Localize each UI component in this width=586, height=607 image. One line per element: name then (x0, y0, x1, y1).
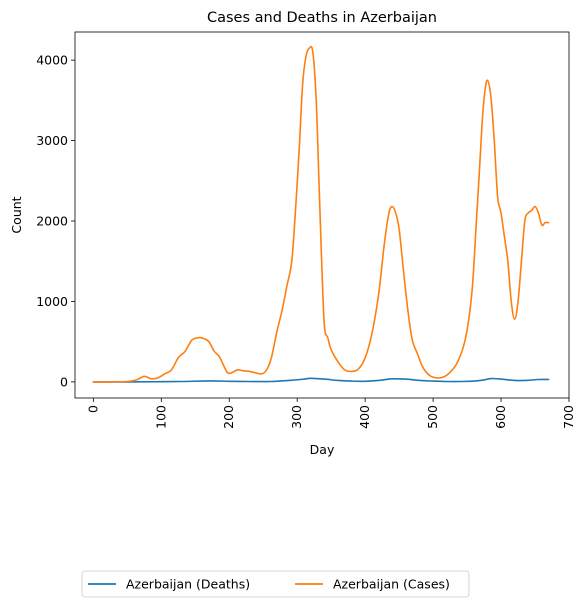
y-tick-label: 1000 (36, 294, 68, 309)
legend-label: Azerbaijan (Deaths) (126, 577, 250, 592)
series-line-deaths (92, 377, 550, 383)
legend: Azerbaijan (Deaths) Azerbaijan (Cases) (81, 570, 470, 598)
y-axis-label: Count (9, 196, 24, 233)
y-tick-label: 4000 (36, 53, 68, 68)
x-tick-label: 200 (221, 405, 236, 429)
chart-title: Cases and Deaths in Azerbaijan (207, 10, 437, 26)
series-line-cases (92, 45, 550, 383)
x-tick-label: 100 (153, 405, 168, 429)
x-tick-label: 0 (85, 405, 100, 413)
y-tick-label: 2000 (36, 214, 68, 229)
x-tick-label: 700 (561, 405, 576, 429)
legend-label: Azerbaijan (Cases) (333, 577, 450, 592)
legend-box (81, 570, 470, 598)
y-tick-label: 3000 (36, 133, 68, 148)
series-group (92, 45, 550, 383)
x-axis-ticks: 0 100 200 300 400 500 600 700 (85, 398, 576, 429)
y-axis-ticks: 0 1000 2000 3000 4000 (36, 53, 75, 389)
x-tick-label: 300 (289, 405, 304, 429)
x-tick-label: 600 (493, 405, 508, 429)
plot-area (74, 31, 570, 399)
x-tick-label: 400 (357, 405, 372, 429)
y-tick-label: 0 (60, 374, 68, 389)
x-tick-label: 500 (425, 405, 440, 429)
x-axis-label: Day (310, 442, 335, 457)
